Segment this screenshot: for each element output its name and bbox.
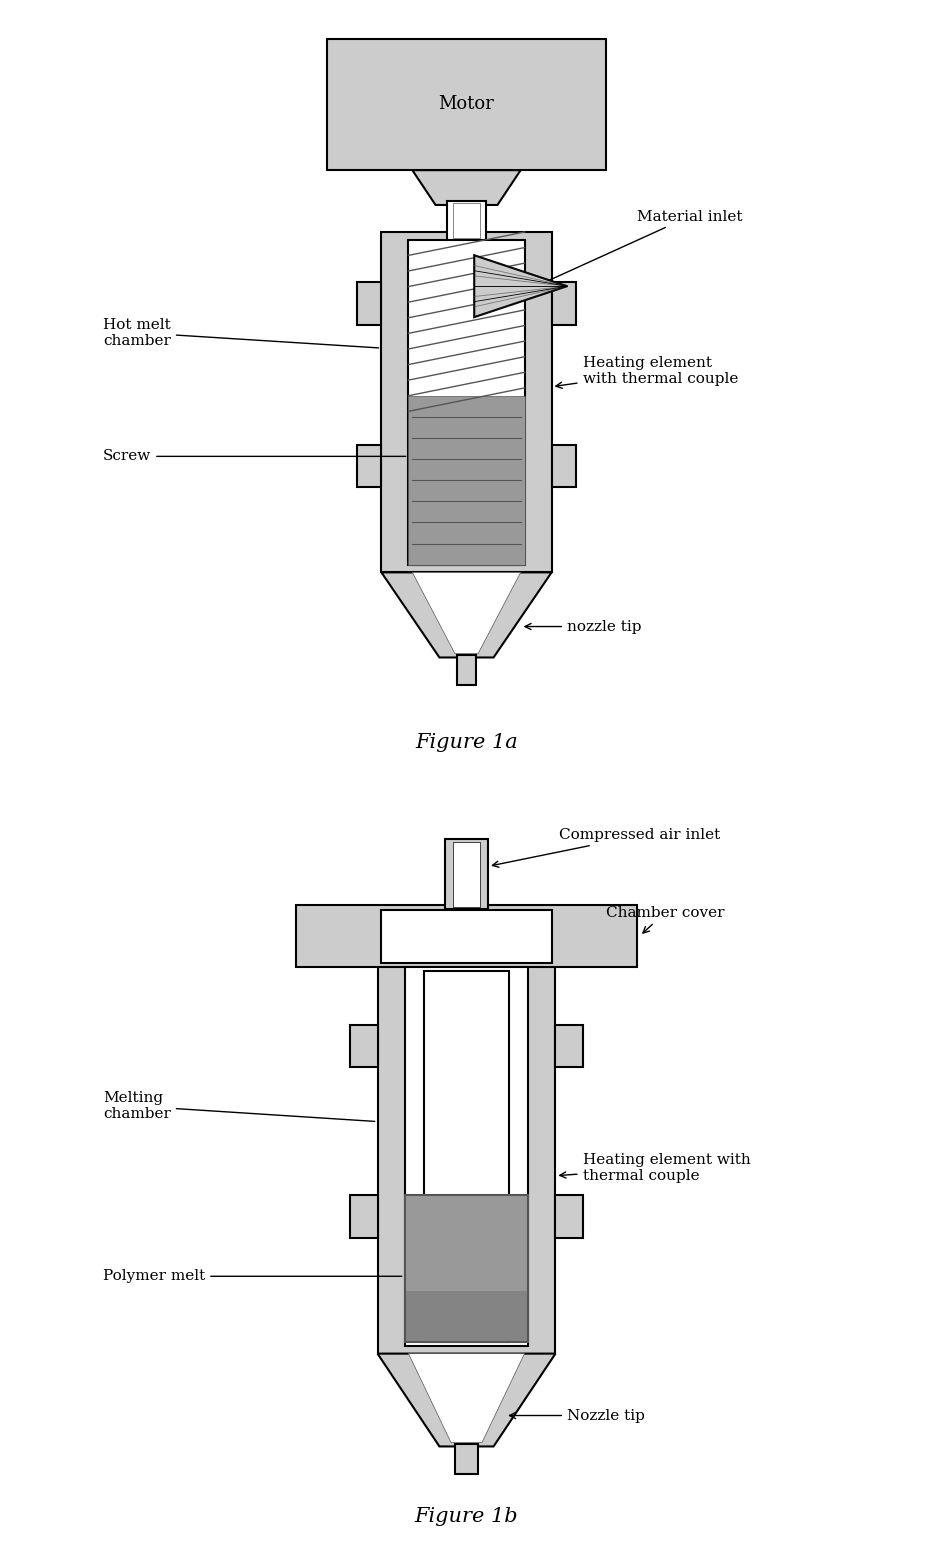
Text: Motor: Motor [439,96,494,113]
Bar [424,972,509,1341]
Bar [327,39,606,170]
Text: nozzle tip: nozzle tip [525,619,642,634]
Bar [447,201,486,240]
Bar [453,842,480,907]
Polygon shape [474,255,567,317]
Polygon shape [382,572,551,657]
Bar [405,967,528,1346]
Text: Heating element
with thermal couple: Heating element with thermal couple [556,356,738,388]
Bar [378,962,555,1354]
Text: Heating element with
thermal couple: Heating element with thermal couple [560,1153,750,1183]
Polygon shape [409,1354,524,1442]
Text: Polymer melt: Polymer melt [103,1269,402,1284]
Bar [555,1194,582,1238]
Bar [457,656,476,684]
Bar [382,232,551,572]
Polygon shape [378,1354,555,1446]
Text: Figure 1a: Figure 1a [415,733,518,752]
Text: Screw: Screw [103,449,406,464]
Text: Melting
chamber: Melting chamber [103,1091,375,1122]
Polygon shape [412,170,521,204]
Bar [551,282,577,325]
Bar [455,1445,478,1473]
Text: Nozzle tip: Nozzle tip [509,1408,645,1423]
Bar [409,396,524,565]
Bar [405,1194,528,1341]
Polygon shape [412,572,521,653]
Text: Chamber cover: Chamber cover [606,905,724,933]
Bar [351,1194,378,1238]
Bar [297,905,636,967]
Bar [453,203,480,238]
Text: Figure 1b: Figure 1b [414,1507,519,1525]
Bar [382,910,551,962]
Bar [405,1290,528,1341]
Bar [555,1024,582,1067]
Bar [351,1024,378,1067]
Text: Compressed air inlet: Compressed air inlet [493,828,720,868]
Bar [445,838,488,908]
Text: Material inlet: Material inlet [540,209,742,285]
Bar [356,282,382,325]
Bar [551,444,577,487]
Bar [409,240,524,565]
Bar [356,444,382,487]
Text: Hot melt
chamber: Hot melt chamber [103,317,379,348]
